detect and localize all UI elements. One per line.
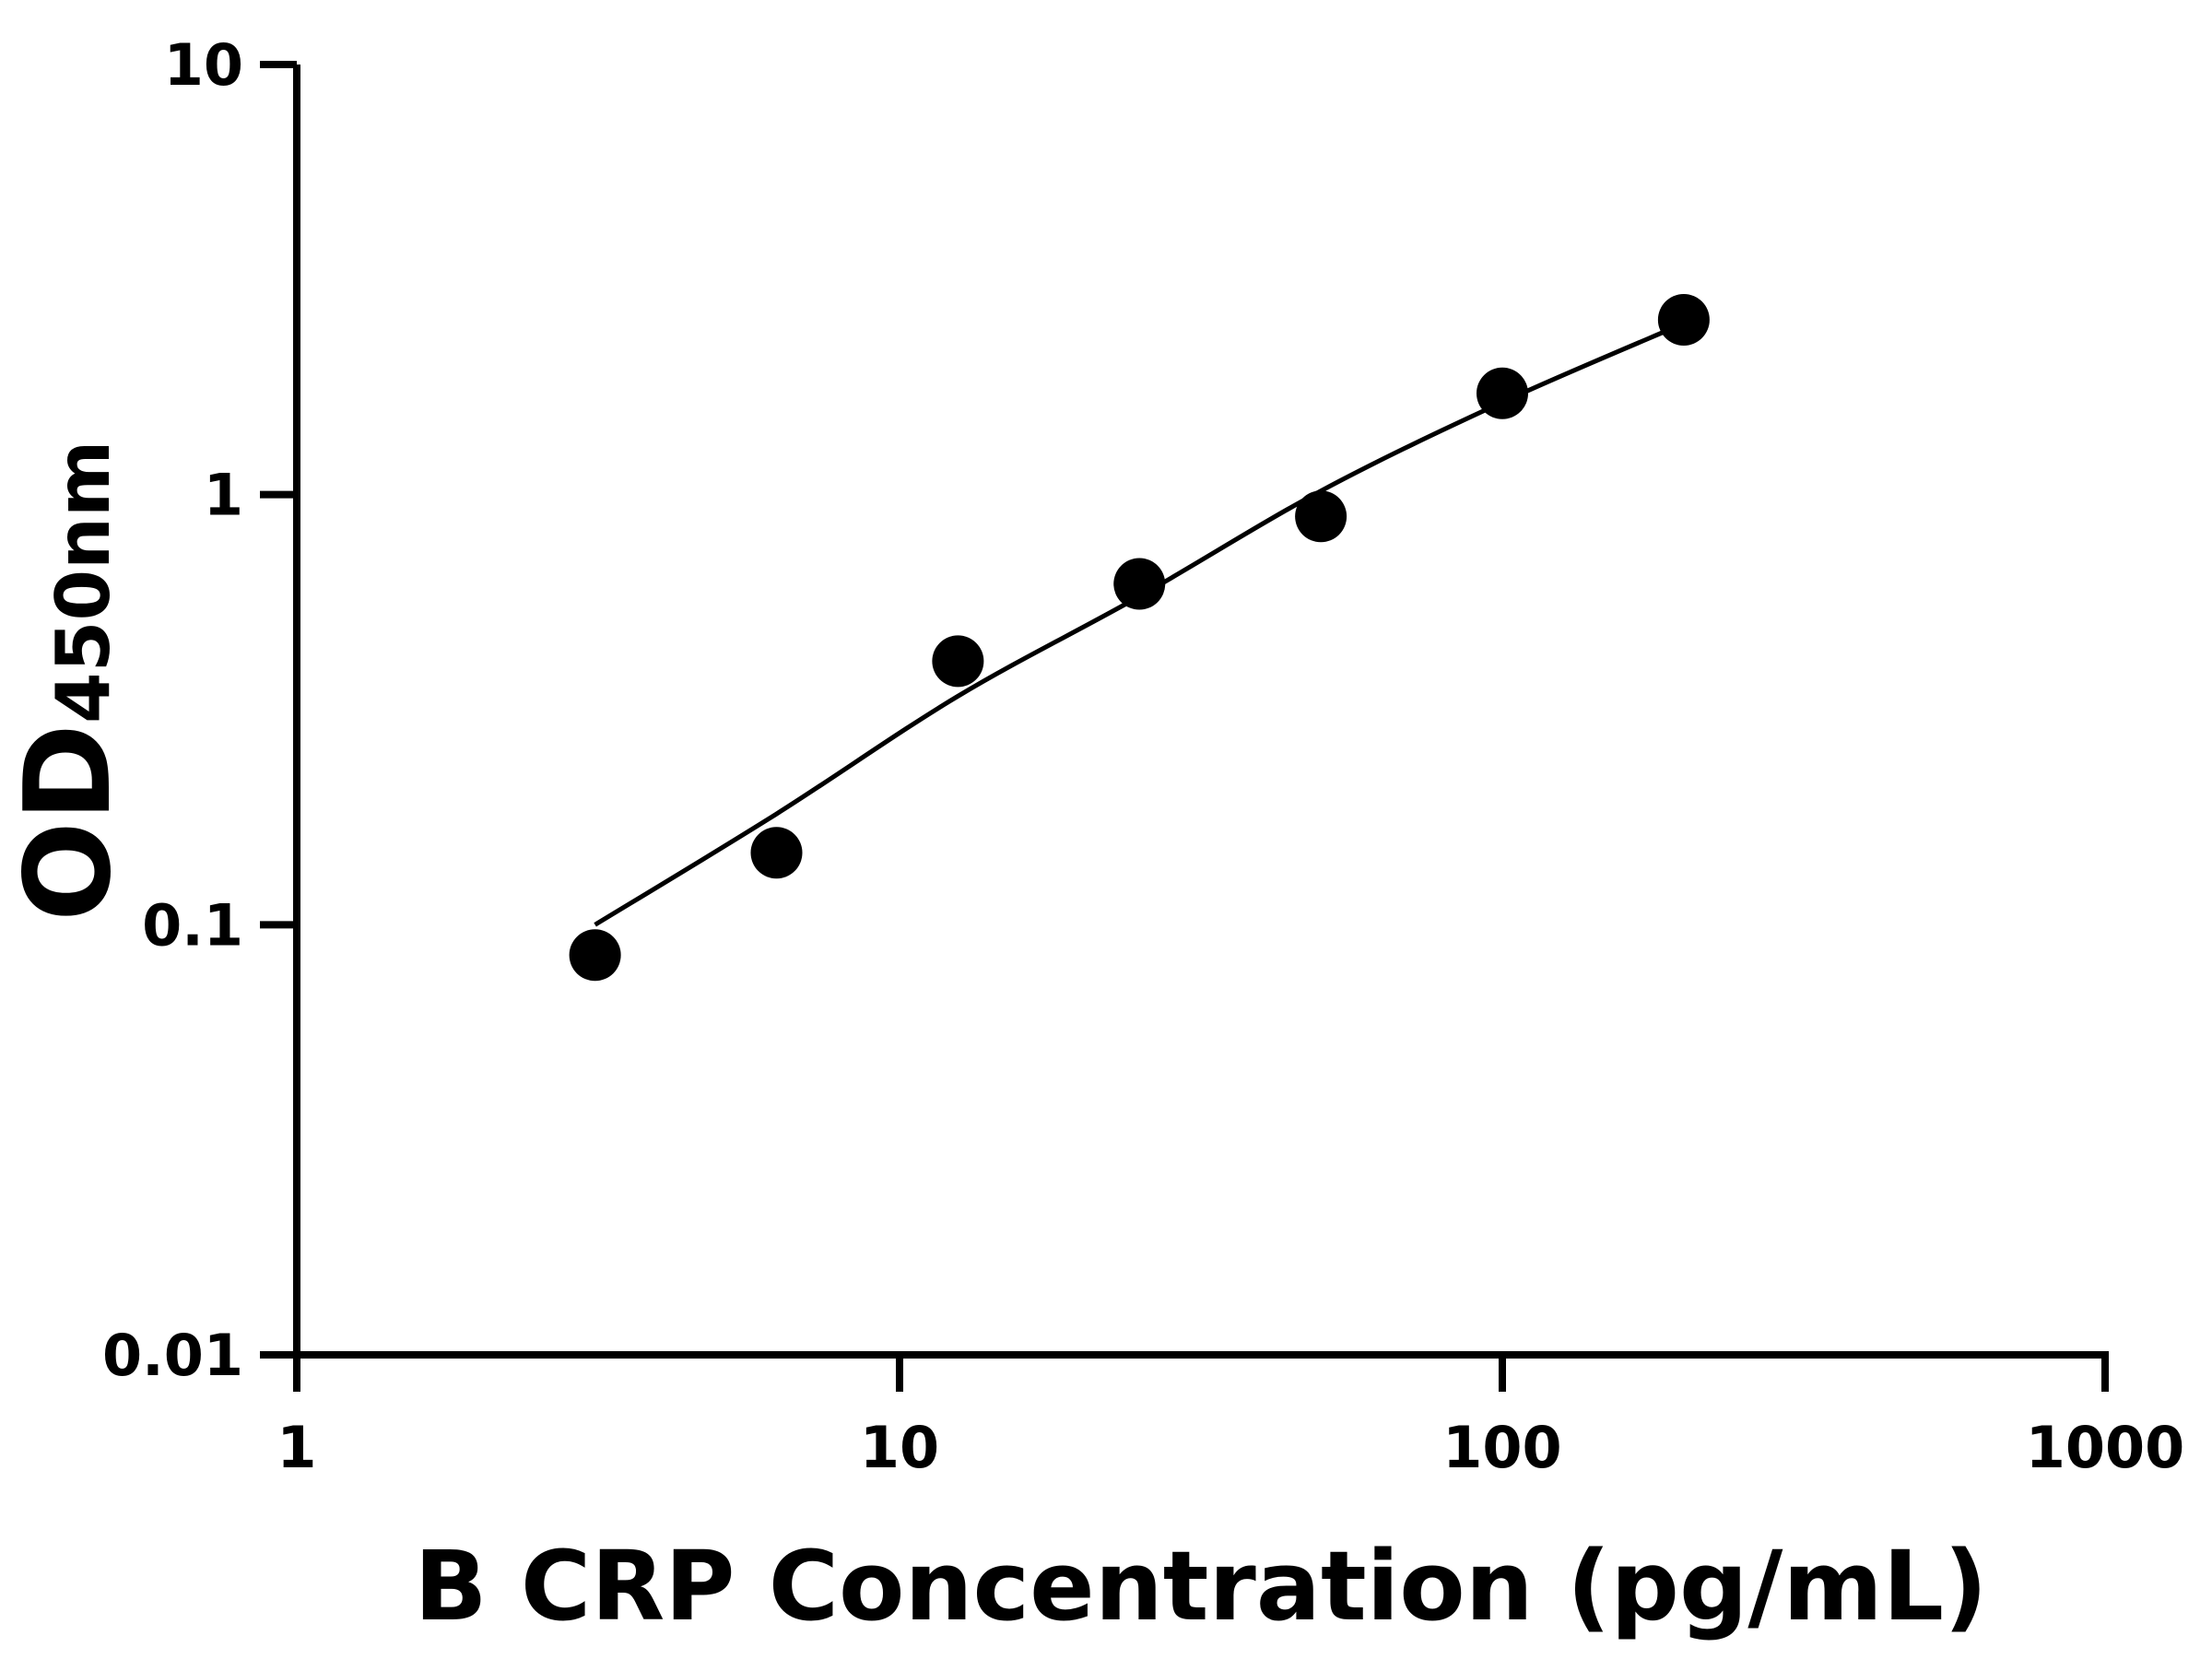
- x-axis-label: B CRP Concentration (pg/mL): [414, 1530, 1987, 1642]
- x-tick-label: 10: [860, 1414, 939, 1481]
- data-point: [1295, 490, 1347, 543]
- data-point: [932, 635, 984, 688]
- x-tick-label: 100: [1442, 1414, 1561, 1481]
- x-tick-label: 1: [276, 1414, 316, 1481]
- data-point: [1477, 367, 1528, 419]
- y-tick-label: 0.1: [142, 891, 243, 959]
- y-tick-label: 0.01: [102, 1322, 243, 1389]
- y-axis-label: OD450nm: [0, 441, 137, 922]
- x-tick-label: 1000: [2026, 1414, 2185, 1481]
- y-axis-label-main: OD: [0, 724, 137, 922]
- data-point: [569, 929, 621, 982]
- data-point: [750, 827, 803, 879]
- data-point: [1657, 293, 1710, 346]
- data-point: [1113, 558, 1166, 610]
- y-axis-label-subscript: 450nm: [41, 441, 126, 724]
- y-tick-label: 10: [164, 31, 243, 99]
- y-tick-label: 1: [204, 462, 243, 529]
